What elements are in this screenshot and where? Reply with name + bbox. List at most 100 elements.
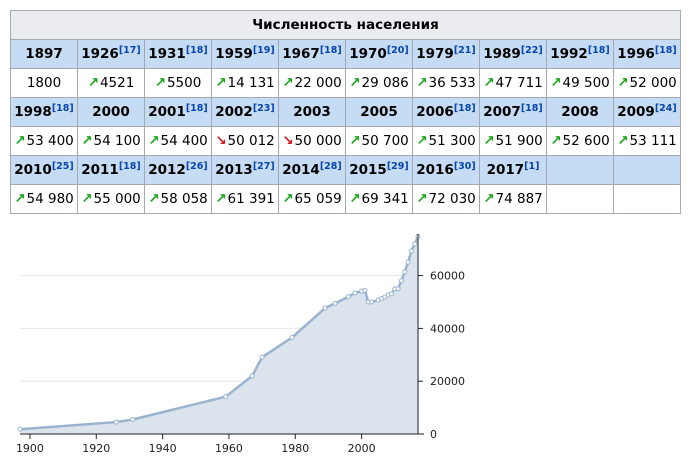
reference-link[interactable]: [21] (453, 45, 476, 56)
reference-link[interactable]: [18] (51, 103, 74, 114)
y-tick-label: 60000 (430, 270, 465, 283)
population-cell: ↗51 900 (479, 126, 547, 156)
year-cell: 1897 (10, 39, 78, 69)
increase-arrow-icon: ↗ (81, 191, 93, 207)
reference-link[interactable]: [18] (654, 45, 677, 56)
value-row: ↗53 400 ↗54 100 ↗54 400 ↘50 012 ↘50 000 ↗50 7… (10, 126, 681, 156)
year-label: 1959 (215, 46, 253, 62)
empty-cell (613, 184, 681, 214)
reference-link[interactable]: [29] (386, 161, 409, 172)
population-cell: ↗52 000 (613, 68, 681, 98)
year-label: 2016 (416, 162, 454, 178)
data-point (130, 416, 136, 422)
reference-link[interactable]: [18] (185, 45, 208, 56)
data-point (362, 287, 368, 293)
year-cell: 2010[25] (10, 155, 78, 185)
x-tick-label: 1920 (82, 442, 110, 455)
reference-link[interactable]: [28] (319, 161, 342, 172)
year-label: 2010 (14, 162, 52, 178)
reference-link[interactable]: [18] (453, 103, 476, 114)
population-cell: ↗49 500 (546, 68, 614, 98)
year-label: 2008 (561, 104, 599, 120)
reference-link[interactable]: [24] (654, 103, 677, 114)
year-cell: 2017[1] (479, 155, 547, 185)
increase-arrow-icon: ↗ (483, 75, 495, 91)
population-cell: ↗4521 (77, 68, 145, 98)
year-cell: 1992[18] (546, 39, 614, 69)
year-label: 2005 (360, 104, 398, 120)
data-point (388, 291, 394, 297)
population-value: 54 100 (93, 133, 141, 149)
increase-arrow-icon: ↗ (154, 75, 166, 91)
year-cell: 2003 (278, 97, 346, 127)
data-point (398, 278, 404, 284)
population-cell: ↗36 533 (412, 68, 480, 98)
year-label: 2013 (215, 162, 253, 178)
increase-arrow-icon: ↗ (349, 191, 361, 207)
decrease-arrow-icon: ↘ (215, 133, 227, 149)
population-cell: ↗52 600 (546, 126, 614, 156)
year-cell: 2013[27] (211, 155, 279, 185)
decrease-arrow-icon: ↘ (282, 133, 294, 149)
reference-link[interactable]: [26] (185, 161, 208, 172)
reference-link[interactable]: [18] (520, 103, 543, 114)
data-point (405, 259, 411, 265)
population-value: 50 700 (361, 133, 409, 149)
data-point (249, 373, 255, 379)
reference-link[interactable]: [19] (252, 45, 275, 56)
year-label: 2015 (349, 162, 387, 178)
year-label: 2002 (215, 104, 253, 120)
reference-link[interactable]: [30] (453, 161, 476, 172)
reference-link[interactable]: [22] (520, 45, 543, 56)
population-cell: ↗29 086 (345, 68, 413, 98)
year-cell: 1979[21] (412, 39, 480, 69)
population-value: 49 500 (562, 75, 610, 91)
population-cell: 1800 (10, 68, 78, 98)
population-cell: ↗58 058 (144, 184, 212, 214)
reference-link[interactable]: [23] (252, 103, 275, 114)
population-value: 1800 (26, 75, 62, 91)
year-label: 2000 (92, 104, 130, 120)
reference-link[interactable]: [20] (386, 45, 409, 56)
reference-link[interactable]: [18] (118, 161, 141, 172)
population-cell: ↗22 000 (278, 68, 346, 98)
year-cell: 1926[17] (77, 39, 145, 69)
population-value: 61 391 (227, 191, 275, 207)
population-value: 74 887 (495, 191, 543, 207)
population-value: 65 059 (294, 191, 342, 207)
reference-link[interactable]: [18] (319, 45, 342, 56)
population-cell: ↗54 400 (144, 126, 212, 156)
year-cell: 2011[18] (77, 155, 145, 185)
data-point (369, 299, 375, 305)
population-cell: ↗74 887 (479, 184, 547, 214)
increase-arrow-icon: ↗ (87, 75, 99, 91)
reference-link[interactable]: [17] (118, 45, 141, 56)
increase-arrow-icon: ↗ (215, 191, 227, 207)
year-row: 1998[18] 2000 2001[18] 2002[23] 2003 2005 2006… (10, 97, 681, 127)
year-label: 2009 (617, 104, 655, 120)
reference-link[interactable]: [27] (252, 161, 275, 172)
data-point (113, 419, 119, 425)
population-value: 54 400 (160, 133, 208, 149)
year-label: 2011 (81, 162, 119, 178)
reference-link[interactable]: [25] (51, 161, 74, 172)
reference-link[interactable]: [1] (524, 161, 540, 172)
value-row: ↗54 980 ↗55 000 ↗58 058 ↗61 391 ↗65 059 ↗69 3… (10, 184, 681, 214)
year-label: 2012 (148, 162, 186, 178)
reference-link[interactable]: [18] (587, 45, 610, 56)
data-point (412, 241, 418, 247)
population-cell: ↗14 131 (211, 68, 279, 98)
population-cell: ↗50 700 (345, 126, 413, 156)
population-cell: ↗47 711 (479, 68, 547, 98)
population-cell: ↗54 100 (77, 126, 145, 156)
increase-arrow-icon: ↗ (282, 191, 294, 207)
reference-link[interactable]: [18] (185, 103, 208, 114)
population-value: 55 000 (93, 191, 141, 207)
year-label: 1979 (416, 46, 454, 62)
population-value: 4521 (99, 75, 135, 91)
x-tick-label: 1940 (149, 442, 177, 455)
year-label: 2007 (483, 104, 521, 120)
increase-arrow-icon: ↗ (416, 133, 428, 149)
year-label: 1970 (349, 46, 387, 62)
data-point (345, 294, 351, 300)
